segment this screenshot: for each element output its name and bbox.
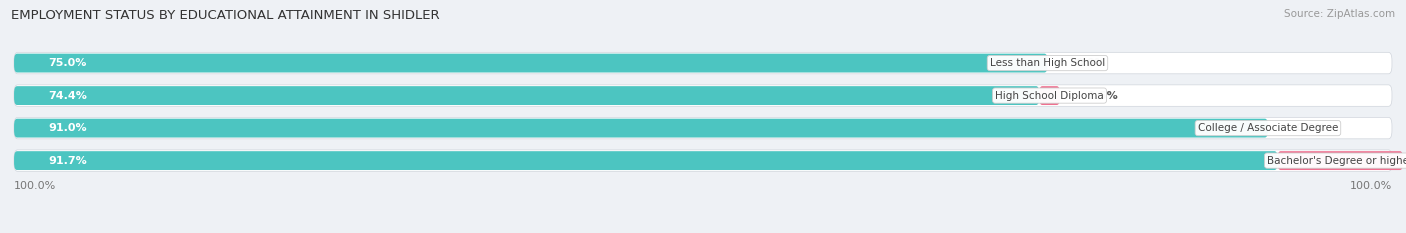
Text: Less than High School: Less than High School <box>990 58 1105 68</box>
FancyBboxPatch shape <box>14 151 1278 170</box>
FancyBboxPatch shape <box>14 85 1392 106</box>
Text: 91.0%: 91.0% <box>48 123 87 133</box>
Text: 74.4%: 74.4% <box>48 91 87 101</box>
FancyBboxPatch shape <box>14 150 1392 171</box>
Text: EMPLOYMENT STATUS BY EDUCATIONAL ATTAINMENT IN SHIDLER: EMPLOYMENT STATUS BY EDUCATIONAL ATTAINM… <box>11 9 440 22</box>
FancyBboxPatch shape <box>14 52 1392 74</box>
Text: Bachelor's Degree or higher: Bachelor's Degree or higher <box>1267 156 1406 166</box>
Text: High School Diploma: High School Diploma <box>995 91 1104 101</box>
Text: 100.0%: 100.0% <box>14 181 56 191</box>
FancyBboxPatch shape <box>14 54 1047 72</box>
Text: 0.0%: 0.0% <box>1295 123 1326 133</box>
FancyBboxPatch shape <box>14 86 1039 105</box>
Text: 75.0%: 75.0% <box>48 58 87 68</box>
FancyBboxPatch shape <box>1039 86 1060 105</box>
FancyBboxPatch shape <box>14 119 1268 137</box>
Text: Source: ZipAtlas.com: Source: ZipAtlas.com <box>1284 9 1395 19</box>
Text: 1.5%: 1.5% <box>1087 91 1118 101</box>
Text: 100.0%: 100.0% <box>1350 181 1392 191</box>
FancyBboxPatch shape <box>1278 151 1403 170</box>
Text: 91.7%: 91.7% <box>48 156 87 166</box>
Text: College / Associate Degree: College / Associate Degree <box>1198 123 1339 133</box>
FancyBboxPatch shape <box>14 117 1392 139</box>
Text: 0.0%: 0.0% <box>1076 58 1105 68</box>
